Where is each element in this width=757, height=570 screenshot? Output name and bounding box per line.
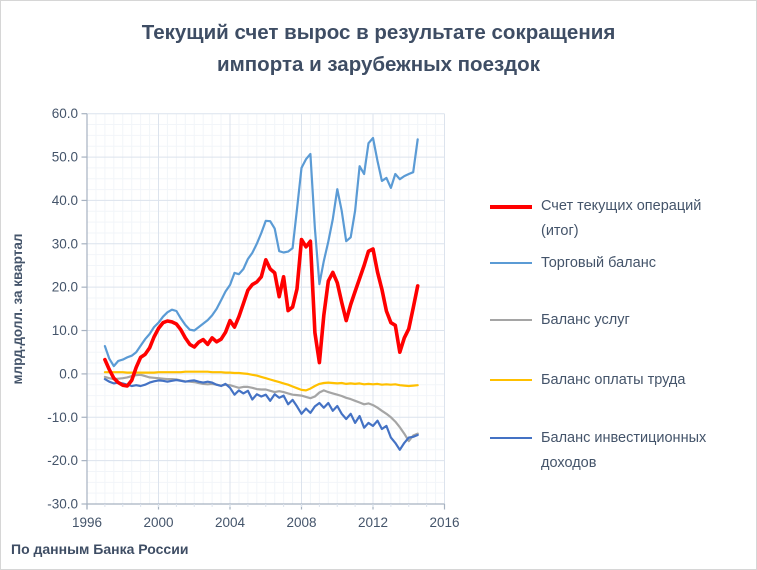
- y-tick-label: -10.0: [47, 410, 78, 425]
- y-tick-label: -20.0: [47, 453, 78, 468]
- series-line-current-account: [103, 237, 420, 388]
- x-tick-label: 2008: [286, 515, 316, 530]
- legend-swatch-labor-balance: [490, 379, 532, 381]
- source-note: По данным Банка России: [11, 541, 189, 557]
- y-tick-label: 10.0: [52, 323, 78, 338]
- chart-title-line1: Текущий счет вырос в результате сокращен…: [141, 21, 616, 44]
- series-line-investment-income-balance: [103, 378, 419, 451]
- legend-item-current-account: Счет текущих операций (итог): [490, 194, 741, 244]
- legend-label-current-account: Счет текущих операций (итог): [541, 198, 702, 239]
- legend-item-trade-balance: Торговый баланс: [490, 251, 741, 276]
- legend-swatch-services-balance: [490, 319, 532, 321]
- legend-item-labor-balance: Баланс оплаты труда: [490, 368, 741, 393]
- y-tick-label: -30.0: [47, 497, 78, 512]
- series-lines: [103, 136, 420, 451]
- legend-label-investment-income-balance: Баланс инвестиционных доходов: [541, 430, 707, 471]
- y-tick-label: 40.0: [52, 193, 78, 208]
- tick-labels: 60.0 50.0 40.0 30.0 20.0 10.0 0.0 -10.0 -20.0 -30…: [47, 106, 459, 530]
- x-tick-label: 1996: [72, 515, 102, 530]
- gridlines-minor: [87, 113, 445, 504]
- legend-label-labor-balance: Баланс оплаты труда: [541, 372, 686, 388]
- legend-swatch-investment-income-balance: [490, 437, 532, 439]
- x-tick-label: 2012: [358, 515, 388, 530]
- chart-title: Текущий счет вырос в результате сокращен…: [1, 17, 756, 81]
- legend-item-investment-income-balance: Баланс инвестиционных доходов: [490, 426, 741, 476]
- y-tick-label: 0.0: [59, 366, 78, 381]
- legend-item-services-balance: Баланс услуг: [490, 308, 741, 333]
- x-tick-label: 2004: [215, 515, 246, 530]
- series-line-labor-balance: [103, 370, 419, 392]
- legend-swatch-current-account: [490, 205, 532, 209]
- y-axis-title: млрд.долл. за квартал: [10, 234, 25, 385]
- y-tick-label: 60.0: [52, 106, 78, 121]
- legend-label-services-balance: Баланс услуг: [541, 312, 630, 328]
- chart-title-line2: импорта и зарубежных поездок: [217, 53, 540, 76]
- legend-label-trade-balance: Торговый баланс: [541, 255, 656, 271]
- legend-swatch-trade-balance: [490, 262, 532, 264]
- y-tick-label: 50.0: [52, 150, 78, 165]
- x-tick-label: 2000: [143, 515, 173, 530]
- series-line-services-balance: [103, 373, 419, 443]
- y-tick-label: 30.0: [52, 236, 78, 251]
- x-tick-label: 2016: [429, 515, 459, 530]
- y-tick-label: 20.0: [52, 280, 78, 295]
- gridlines-major: [87, 113, 445, 504]
- axes: [81, 113, 446, 510]
- series-line-trade-balance: [103, 136, 419, 368]
